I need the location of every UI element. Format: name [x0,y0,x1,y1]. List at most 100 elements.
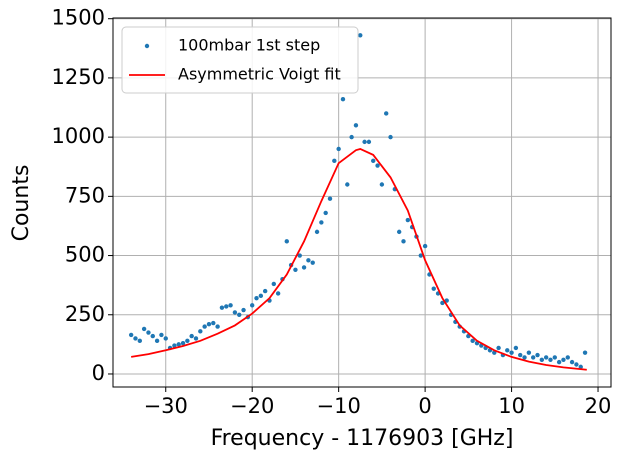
data-point [332,158,337,164]
data-point [530,355,536,360]
data-point [574,362,579,367]
data-point [366,139,372,145]
data-point [336,146,341,152]
data-point [141,326,147,332]
data-point [193,336,199,341]
data-point [211,320,216,326]
data-point [405,217,411,223]
data-point [159,332,164,338]
y-tick-label: 1500 [52,6,105,30]
data-point [150,333,155,339]
data-point [237,312,242,317]
data-point [396,229,402,235]
x-tick-label: −30 [144,394,188,418]
y-tick-label: 750 [65,183,105,207]
data-point [319,220,324,225]
data-point [431,286,436,291]
data-point [258,293,264,299]
y-axis-label: Counts [9,165,34,242]
x-tick-label: −10 [316,394,360,418]
data-point [301,265,307,270]
data-point [565,355,570,360]
data-point [154,338,160,344]
data-point [198,329,203,334]
data-point [137,338,143,344]
data-point [241,307,246,313]
data-point [509,350,514,355]
data-point [232,310,238,315]
data-point [505,348,510,353]
data-point [262,288,268,294]
x-tick-label: 0 [418,394,431,418]
x-axis-label: Frequency - 1176903 [GHz] [211,426,514,451]
data-point [418,253,423,258]
x-tick-label: −20 [230,394,274,418]
data-point [422,243,428,249]
data-point [548,357,553,362]
data-point [518,352,523,358]
fit-line [131,148,587,371]
data-point [569,359,575,365]
data-point [163,336,168,341]
data-point [556,359,562,365]
y-tick-label: 250 [65,302,105,326]
data-point [172,343,177,348]
data-point [349,134,354,140]
data-point [275,291,281,296]
data-point [254,295,259,301]
data-point [202,324,207,329]
data-point [128,332,134,338]
data-point [219,305,225,310]
data-point [224,304,229,309]
legend: 100mbar 1st step Asymmetric Voigt fit [121,26,359,94]
data-point [297,253,302,258]
y-tick-label: 1250 [52,65,105,89]
data-point [358,33,363,38]
y-tick-label: 0 [92,361,105,385]
data-point [185,338,190,344]
data-point [388,134,393,140]
data-point [535,352,540,358]
y-tick-label: 500 [65,243,105,267]
data-point [353,123,359,128]
data-point [176,342,181,347]
data-point [496,345,501,351]
data-point [310,260,315,265]
data-point [561,357,566,362]
data-point [362,139,367,145]
data-point [539,357,545,362]
data-point [306,258,311,263]
data-point [552,355,558,360]
data-point [384,111,389,116]
data-point [375,163,380,168]
legend-box [121,26,359,94]
data-point [271,281,277,287]
data-point [206,322,212,327]
y-tick-label: 1000 [52,124,105,148]
data-point [578,364,583,370]
data-point [323,210,328,216]
data-point [470,338,475,344]
plot-frame [112,17,612,388]
legend-marker [144,43,150,49]
data-point [522,355,527,360]
data-point [146,330,151,335]
data-point [582,350,588,355]
data-point [543,355,549,360]
data-point [228,303,233,308]
data-point [371,158,376,164]
x-tick-label: 10 [498,394,525,418]
data-point [327,196,333,201]
legend-label: 100mbar 1st step [178,36,320,55]
data-point [133,336,138,341]
data-point [284,239,289,244]
data-point [249,303,255,308]
data-point [513,345,519,351]
data-point [526,350,532,355]
data-point [189,333,194,339]
data-point [314,229,320,235]
data-point [215,324,220,329]
data-point [379,182,385,187]
